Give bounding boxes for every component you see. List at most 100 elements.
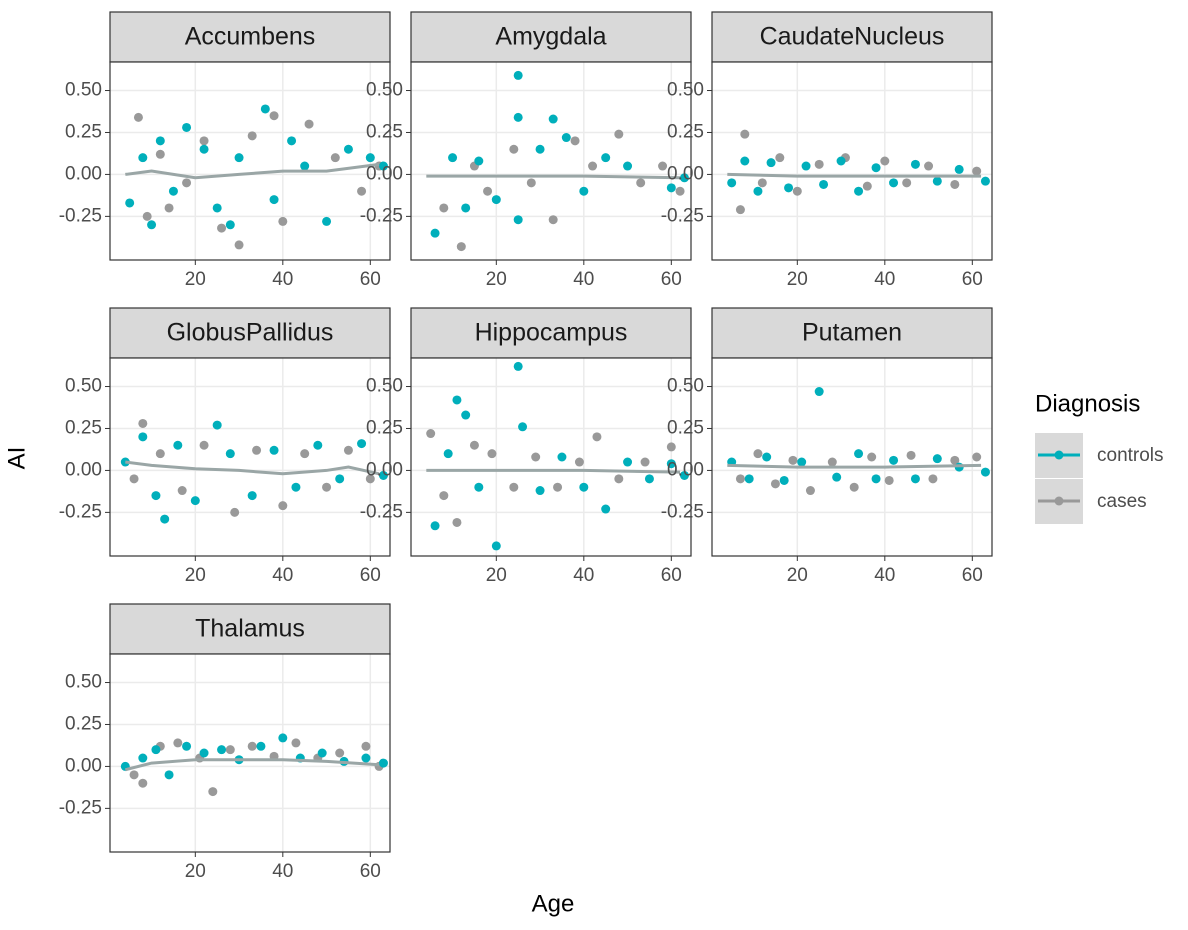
x-tick-label: 40 bbox=[874, 269, 895, 290]
point bbox=[278, 733, 288, 743]
point bbox=[430, 228, 440, 238]
point bbox=[871, 163, 881, 173]
point bbox=[614, 474, 624, 484]
y-tick-label: 0.25 bbox=[65, 417, 102, 438]
point bbox=[849, 482, 859, 492]
point bbox=[518, 422, 528, 432]
x-tick-label: 40 bbox=[272, 861, 293, 882]
trend-line bbox=[125, 162, 380, 180]
point bbox=[164, 770, 174, 780]
point bbox=[601, 504, 611, 514]
point bbox=[574, 457, 584, 467]
x-tick-label: 60 bbox=[360, 861, 381, 882]
point bbox=[614, 129, 624, 139]
point bbox=[483, 186, 493, 196]
point bbox=[300, 449, 310, 459]
point bbox=[322, 216, 332, 226]
point bbox=[871, 474, 881, 484]
point bbox=[247, 741, 257, 751]
panel-border bbox=[109, 61, 391, 261]
point bbox=[190, 496, 200, 506]
point bbox=[129, 770, 139, 780]
point bbox=[151, 745, 161, 755]
point bbox=[644, 474, 654, 484]
point bbox=[902, 178, 912, 188]
point bbox=[950, 179, 960, 189]
point bbox=[199, 144, 209, 154]
point bbox=[797, 457, 807, 467]
y-tick-label: 0.00 bbox=[65, 459, 102, 480]
point bbox=[509, 144, 519, 154]
point bbox=[954, 164, 964, 174]
y-tick-label: 0.50 bbox=[667, 80, 704, 101]
y-tick-label: -0.25 bbox=[360, 205, 403, 226]
panel bbox=[712, 62, 992, 260]
point bbox=[199, 440, 209, 450]
y-axis-title: AI bbox=[3, 447, 30, 470]
point bbox=[142, 211, 152, 221]
point bbox=[553, 482, 563, 492]
point bbox=[278, 216, 288, 226]
y-tick-label: 0.50 bbox=[65, 672, 102, 693]
panel-border bbox=[410, 357, 692, 557]
point bbox=[474, 482, 484, 492]
point bbox=[592, 432, 602, 442]
y-tick-label: 0.00 bbox=[65, 755, 102, 776]
strip-title: Accumbens bbox=[185, 23, 316, 51]
strip-title: Thalamus bbox=[195, 615, 305, 643]
point bbox=[744, 474, 754, 484]
x-tick-label: 60 bbox=[360, 269, 381, 290]
strip bbox=[410, 11, 692, 63]
point bbox=[378, 758, 388, 768]
point bbox=[570, 136, 580, 146]
point bbox=[727, 178, 737, 188]
point bbox=[928, 474, 938, 484]
trend-line bbox=[426, 468, 681, 474]
y-tick-label: -0.25 bbox=[661, 205, 704, 226]
trend-line bbox=[727, 172, 982, 178]
point bbox=[225, 220, 235, 230]
point bbox=[361, 753, 371, 763]
point bbox=[160, 514, 170, 524]
point bbox=[439, 491, 449, 501]
x-tick-label: 20 bbox=[185, 565, 206, 586]
point bbox=[138, 418, 148, 428]
point bbox=[889, 178, 899, 188]
point bbox=[526, 178, 536, 188]
point bbox=[322, 482, 332, 492]
point bbox=[623, 457, 633, 467]
point bbox=[155, 449, 165, 459]
point bbox=[199, 136, 209, 146]
x-tick-label: 20 bbox=[787, 269, 808, 290]
point bbox=[357, 439, 367, 449]
point bbox=[535, 144, 545, 154]
point bbox=[679, 470, 689, 480]
point bbox=[365, 153, 375, 163]
point bbox=[487, 449, 497, 459]
point bbox=[365, 474, 375, 484]
point bbox=[151, 491, 161, 501]
y-tick-label: 0.00 bbox=[366, 459, 403, 480]
point bbox=[889, 455, 899, 465]
point bbox=[269, 111, 279, 121]
point bbox=[579, 186, 589, 196]
point bbox=[762, 452, 772, 462]
point bbox=[138, 778, 148, 788]
point bbox=[757, 178, 767, 188]
x-tick-label: 60 bbox=[661, 269, 682, 290]
point bbox=[666, 459, 676, 469]
point bbox=[588, 161, 598, 171]
strip-title: Putamen bbox=[802, 319, 902, 347]
point bbox=[666, 442, 676, 452]
point bbox=[252, 445, 262, 455]
trend-line bbox=[124, 758, 380, 772]
point bbox=[208, 787, 218, 797]
legend-label: controls bbox=[1097, 445, 1164, 466]
point bbox=[287, 136, 297, 146]
point bbox=[805, 486, 815, 496]
point bbox=[910, 159, 920, 169]
point bbox=[173, 440, 183, 450]
x-tick-label: 40 bbox=[573, 269, 594, 290]
point bbox=[269, 445, 279, 455]
point bbox=[980, 176, 990, 186]
